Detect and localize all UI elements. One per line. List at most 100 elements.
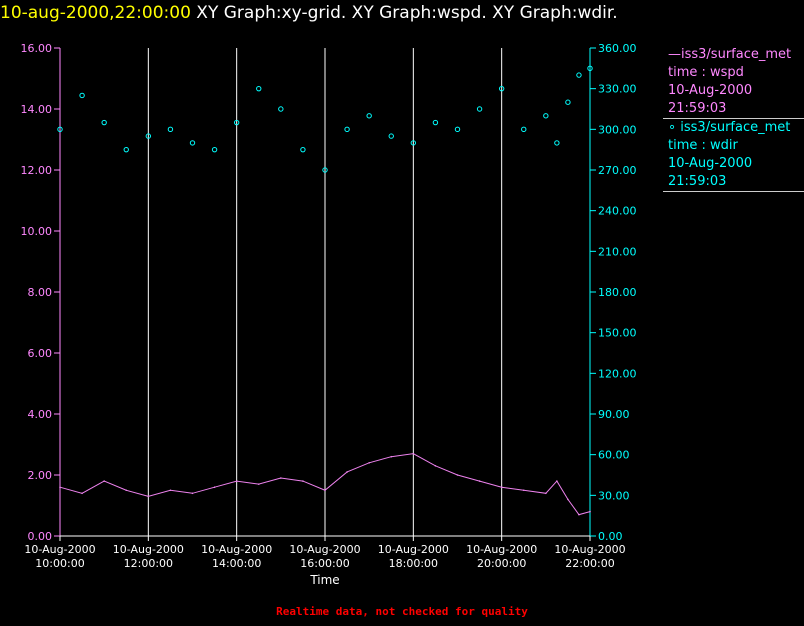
x-tick-date: 10-Aug-2000 xyxy=(554,543,625,556)
wspd-point xyxy=(456,474,459,476)
x-tick-time: 12:00:00 xyxy=(124,557,173,570)
right-tick-label: 240.00 xyxy=(598,205,637,218)
wdir-point xyxy=(388,133,394,139)
wdir-point xyxy=(57,126,63,133)
left-tick-label: 2.00 xyxy=(28,469,53,482)
x-tick-time: 16:00:00 xyxy=(300,557,349,570)
x-tick-time: 14:00:00 xyxy=(212,557,261,570)
wspd-point xyxy=(235,480,238,482)
legend: —iss3/surface_met time : wspd 10-Aug-200… xyxy=(663,46,804,192)
wdir-point xyxy=(189,140,196,146)
wspd-point xyxy=(412,452,415,455)
x-tick-date: 10-Aug-2000 xyxy=(24,543,95,556)
wspd-point xyxy=(81,492,83,495)
wdir-point xyxy=(300,146,306,153)
wdir-point xyxy=(432,119,439,126)
legend-wdir: ∘ iss3/surface_met time : wdir 10-Aug-20… xyxy=(663,119,804,192)
wdir-point xyxy=(476,106,483,112)
right-tick-label: 60.00 xyxy=(598,449,630,462)
wspd-point xyxy=(556,480,558,482)
wdir-point xyxy=(576,72,582,78)
left-tick-label: 12.00 xyxy=(21,164,53,177)
wspd-point xyxy=(390,455,393,458)
legend-wdir-source: ∘ iss3/surface_met xyxy=(668,120,791,135)
left-tick-label: 10.00 xyxy=(21,225,53,238)
x-tick-date: 10-Aug-2000 xyxy=(201,543,272,556)
left-tick-label: 0.00 xyxy=(28,530,53,543)
wdir-point xyxy=(167,126,174,133)
wdir-point xyxy=(256,85,262,92)
wspd-point xyxy=(500,486,503,489)
wspd-point xyxy=(59,486,61,489)
x-tick-date: 10-Aug-2000 xyxy=(466,543,537,556)
wspd-point xyxy=(324,489,326,492)
title-timestamp: 10-aug-2000,22:00:00 xyxy=(0,3,191,23)
right-tick-label: 0.00 xyxy=(598,530,623,543)
right-tick-label: 270.00 xyxy=(598,164,637,177)
wspd-point xyxy=(522,489,525,492)
legend-wdir-date: 10-Aug-2000 xyxy=(668,156,753,171)
wdir-point xyxy=(79,92,85,99)
right-tick-label: 150.00 xyxy=(598,327,637,340)
wdir-point xyxy=(366,113,372,119)
wdir-point xyxy=(565,99,571,105)
wspd-point xyxy=(280,477,282,479)
x-tick-date: 10-Aug-2000 xyxy=(289,543,360,556)
right-tick-label: 300.00 xyxy=(598,123,637,136)
wspd-point xyxy=(125,489,128,492)
right-tick-label: 30.00 xyxy=(598,489,630,502)
legend-wdir-variable: time : wdir xyxy=(668,138,738,153)
right-tick-label: 90.00 xyxy=(598,408,630,421)
x-tick-time: 22:00:00 xyxy=(565,557,614,570)
x-tick-date: 10-Aug-2000 xyxy=(378,543,449,556)
right-tick-label: 120.00 xyxy=(598,367,637,380)
wspd-point xyxy=(567,498,569,501)
x-tick-time: 10:00:00 xyxy=(35,557,84,570)
wspd-point xyxy=(368,462,370,464)
x-axis-label: Time xyxy=(309,573,339,587)
left-tick-label: 8.00 xyxy=(28,286,53,299)
quality-notice: Realtime data, not checked for quality xyxy=(276,605,528,618)
wspd-point xyxy=(257,483,260,485)
wdir-point xyxy=(410,140,417,146)
legend-wspd-date: 10-Aug-2000 xyxy=(668,83,753,98)
wdir-point xyxy=(278,106,284,112)
legend-wdir-time: 21:59:03 xyxy=(668,174,727,189)
wdir-point xyxy=(521,126,527,133)
wspd-point xyxy=(103,480,105,482)
wspd-point xyxy=(578,513,580,516)
wdir-point xyxy=(101,119,107,126)
wdir-point xyxy=(554,140,560,146)
wdir-point xyxy=(123,146,129,153)
wspd-point xyxy=(191,492,194,495)
wdir-point xyxy=(454,126,461,133)
x-tick-time: 18:00:00 xyxy=(389,557,438,570)
wdir-point xyxy=(211,146,218,153)
wdir-point xyxy=(587,65,593,72)
wspd-point xyxy=(434,465,437,467)
right-tick-label: 210.00 xyxy=(598,245,637,258)
left-tick-label: 16.00 xyxy=(21,42,53,55)
wspd-point xyxy=(478,480,481,482)
wspd-point xyxy=(213,486,216,489)
wdir-point xyxy=(145,133,152,139)
legend-wspd-variable: time : wspd xyxy=(668,65,744,80)
x-tick-date: 10-Aug-2000 xyxy=(113,543,184,556)
wspd-point xyxy=(302,480,304,482)
wspd-point xyxy=(346,471,348,473)
left-tick-label: 6.00 xyxy=(28,347,53,360)
left-tick-label: 4.00 xyxy=(28,408,53,421)
x-tick-time: 20:00:00 xyxy=(477,557,526,570)
wspd-point xyxy=(147,495,150,498)
left-tick-label: 14.00 xyxy=(21,103,53,116)
wdir-point xyxy=(543,113,549,119)
wdir-point xyxy=(344,126,350,133)
legend-wspd-source: —iss3/surface_met xyxy=(668,47,792,62)
legend-wspd-time: 21:59:03 xyxy=(668,101,727,116)
wspd-point xyxy=(589,510,591,513)
wspd-point xyxy=(169,489,172,492)
chart-title: 10-aug-2000,22:00:00 XY Graph:xy-grid. X… xyxy=(0,2,618,26)
wdir-point xyxy=(233,119,240,126)
wspd-point xyxy=(545,492,547,495)
